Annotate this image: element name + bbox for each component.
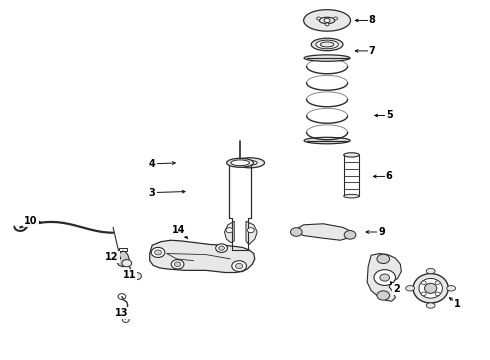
- Text: 3: 3: [149, 188, 155, 198]
- Ellipse shape: [343, 153, 359, 157]
- Circle shape: [421, 292, 426, 296]
- Text: 11: 11: [122, 270, 136, 280]
- Circle shape: [334, 17, 338, 20]
- Circle shape: [155, 250, 161, 255]
- Ellipse shape: [343, 194, 359, 198]
- Text: 12: 12: [105, 252, 119, 262]
- Circle shape: [291, 228, 302, 236]
- Circle shape: [219, 246, 224, 250]
- Ellipse shape: [426, 303, 435, 308]
- Ellipse shape: [320, 42, 334, 47]
- Circle shape: [232, 261, 246, 271]
- Ellipse shape: [311, 38, 343, 51]
- Text: 9: 9: [378, 227, 385, 237]
- Circle shape: [435, 281, 440, 284]
- Circle shape: [374, 270, 395, 285]
- Circle shape: [435, 292, 440, 296]
- Polygon shape: [246, 221, 257, 244]
- Circle shape: [174, 262, 181, 267]
- Ellipse shape: [424, 283, 437, 293]
- Ellipse shape: [406, 285, 415, 291]
- Polygon shape: [224, 221, 234, 243]
- Circle shape: [236, 264, 243, 269]
- Ellipse shape: [316, 40, 338, 49]
- Ellipse shape: [235, 158, 265, 168]
- Text: 2: 2: [393, 284, 400, 294]
- Text: 4: 4: [149, 159, 155, 169]
- Ellipse shape: [243, 161, 257, 165]
- Text: 14: 14: [172, 225, 186, 235]
- Ellipse shape: [419, 278, 442, 298]
- Ellipse shape: [413, 274, 448, 303]
- Circle shape: [247, 228, 254, 233]
- Circle shape: [380, 274, 390, 281]
- Text: 13: 13: [115, 309, 128, 318]
- Text: 10: 10: [24, 216, 38, 226]
- Text: 8: 8: [368, 15, 375, 26]
- Circle shape: [317, 17, 320, 20]
- Ellipse shape: [304, 137, 350, 144]
- Ellipse shape: [227, 158, 253, 167]
- Circle shape: [344, 230, 356, 239]
- Polygon shape: [293, 224, 352, 240]
- Polygon shape: [117, 251, 129, 267]
- Circle shape: [377, 254, 390, 264]
- Text: 5: 5: [386, 111, 392, 121]
- Text: 7: 7: [368, 46, 375, 56]
- Polygon shape: [367, 253, 401, 301]
- Circle shape: [377, 291, 390, 300]
- Circle shape: [226, 228, 233, 233]
- Ellipse shape: [231, 160, 249, 166]
- Circle shape: [122, 260, 132, 267]
- Circle shape: [151, 247, 165, 257]
- Polygon shape: [150, 240, 255, 273]
- Ellipse shape: [304, 55, 350, 61]
- Text: 1: 1: [454, 299, 461, 309]
- Circle shape: [216, 244, 227, 252]
- Circle shape: [324, 18, 330, 23]
- Circle shape: [421, 281, 426, 284]
- Text: 6: 6: [386, 171, 392, 181]
- Ellipse shape: [426, 269, 435, 274]
- Polygon shape: [304, 10, 350, 31]
- Ellipse shape: [447, 285, 456, 291]
- Circle shape: [171, 260, 184, 269]
- Circle shape: [132, 273, 142, 280]
- Circle shape: [325, 23, 329, 26]
